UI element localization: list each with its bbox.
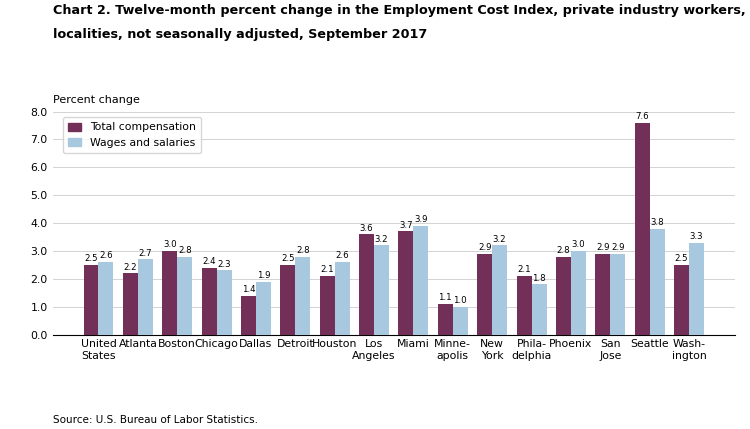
Text: 2.5: 2.5 (675, 254, 688, 263)
Bar (177, 257, 192, 335)
Bar (241, 296, 256, 335)
Bar (256, 282, 271, 335)
Bar (83, 265, 98, 335)
Bar (650, 229, 664, 335)
Bar (334, 262, 350, 335)
Bar (477, 254, 492, 335)
Text: 3.0: 3.0 (163, 240, 176, 249)
Text: 7.6: 7.6 (635, 112, 649, 121)
Text: 3.3: 3.3 (690, 232, 703, 241)
Text: localities, not seasonally adjusted, September 2017: localities, not seasonally adjusted, Sep… (53, 28, 427, 41)
Text: 2.6: 2.6 (99, 251, 112, 260)
Bar (359, 234, 374, 335)
Text: 3.0: 3.0 (572, 240, 585, 249)
Text: 2.8: 2.8 (556, 246, 570, 255)
Text: 1.9: 1.9 (256, 271, 270, 280)
Text: Source: U.S. Bureau of Labor Statistics.: Source: U.S. Bureau of Labor Statistics. (53, 415, 257, 425)
Text: 2.1: 2.1 (320, 266, 334, 275)
Text: 3.8: 3.8 (650, 218, 664, 227)
Text: 3.7: 3.7 (399, 221, 412, 230)
Text: 2.9: 2.9 (478, 243, 491, 252)
Text: 2.8: 2.8 (296, 246, 310, 255)
Text: 2.5: 2.5 (281, 254, 295, 263)
Text: 2.3: 2.3 (217, 260, 231, 269)
Text: 1.4: 1.4 (242, 285, 255, 294)
Text: 2.9: 2.9 (611, 243, 625, 252)
Text: 3.2: 3.2 (375, 235, 388, 244)
Text: 2.9: 2.9 (596, 243, 610, 252)
Bar (532, 284, 547, 335)
Text: Chart 2. Twelve-month percent change in the Employment Cost Index, private indus: Chart 2. Twelve-month percent change in … (53, 4, 750, 17)
Text: 1.0: 1.0 (454, 296, 467, 305)
Text: 2.2: 2.2 (124, 263, 137, 272)
Bar (123, 273, 138, 335)
Bar (162, 251, 177, 335)
Text: 2.8: 2.8 (178, 246, 191, 255)
Text: 3.9: 3.9 (414, 215, 428, 224)
Bar (634, 123, 650, 335)
Text: 2.5: 2.5 (84, 254, 98, 263)
Bar (453, 307, 468, 335)
Text: 2.1: 2.1 (518, 266, 531, 275)
Text: 1.1: 1.1 (439, 293, 452, 302)
Text: 2.7: 2.7 (139, 249, 152, 258)
Bar (398, 232, 413, 335)
Bar (280, 265, 296, 335)
Bar (413, 226, 428, 335)
Bar (596, 254, 610, 335)
Text: 3.2: 3.2 (493, 235, 506, 244)
Bar (571, 251, 586, 335)
Text: Percent change: Percent change (53, 95, 140, 105)
Bar (320, 276, 334, 335)
Bar (138, 259, 153, 335)
Bar (374, 245, 389, 335)
Bar (610, 254, 626, 335)
Text: 1.8: 1.8 (532, 274, 546, 283)
Bar (438, 304, 453, 335)
Bar (556, 257, 571, 335)
Bar (689, 243, 704, 335)
Legend: Total compensation, Wages and salaries: Total compensation, Wages and salaries (62, 117, 201, 153)
Bar (517, 276, 532, 335)
Text: 3.6: 3.6 (360, 224, 374, 233)
Bar (217, 271, 232, 335)
Bar (674, 265, 689, 335)
Bar (296, 257, 310, 335)
Bar (202, 268, 217, 335)
Text: 2.4: 2.4 (202, 257, 216, 266)
Bar (98, 262, 113, 335)
Bar (492, 245, 507, 335)
Text: 2.6: 2.6 (335, 251, 349, 260)
